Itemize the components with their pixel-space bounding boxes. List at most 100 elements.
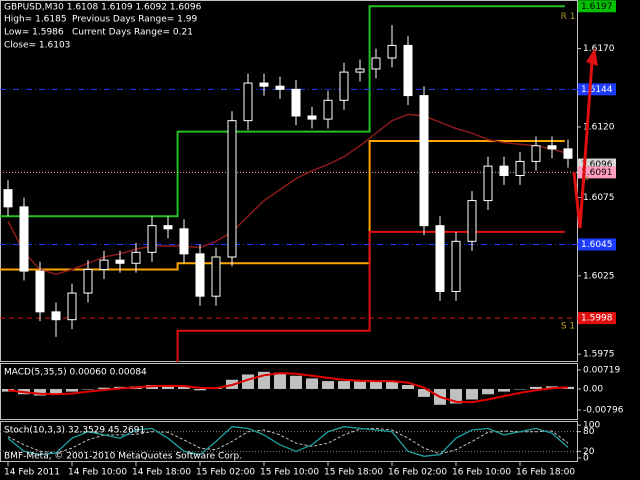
x-tick-label: 15 Feb 10:00 (260, 468, 319, 478)
y-tick-label: 20 (583, 447, 595, 457)
main-panel-frame (0, 0, 578, 362)
stoch-panel-frame (0, 421, 578, 462)
price-box (578, 238, 616, 251)
stoch-signal (7, 427, 569, 455)
candle-body (227, 120, 237, 258)
panel-candlestick (0, 5, 578, 362)
macd-bar (338, 381, 350, 389)
candle-body (211, 256, 221, 297)
candle-body (275, 85, 285, 90)
macd-bar (402, 385, 414, 389)
plot-layer: 1.6170 1.6120 1.6075 1.6025 1.5975 1.6197 1.61… (0, 0, 624, 478)
level-label: S 1 (561, 322, 575, 332)
y-tick-label: 80 (583, 427, 595, 437)
level-label: P (583, 176, 589, 186)
x-tick-label: 14 Feb 18:00 (132, 468, 191, 478)
price-box (578, 312, 616, 325)
price-box-label: 1.5998 (581, 314, 613, 324)
macd-bar (530, 386, 542, 389)
y-tick-label: 0 (583, 453, 589, 463)
macd-bar (514, 388, 526, 390)
macd-bar (66, 388, 78, 392)
candle-body (147, 225, 157, 253)
macd-bar (386, 381, 398, 389)
macd-bar (274, 372, 286, 389)
candle-body (131, 251, 141, 264)
candle-body (19, 206, 29, 272)
macd-bar (482, 388, 494, 395)
price-box (578, 83, 616, 96)
panel-stochastic (0, 426, 578, 457)
x-tick-label: 16 Feb 02:00 (388, 468, 447, 478)
macd-bar (354, 381, 366, 389)
candle-body (243, 82, 253, 122)
price-box-label: 1.6045 (581, 240, 613, 250)
candle-body (387, 44, 397, 59)
macd-bar (418, 388, 430, 397)
candle-body (563, 148, 573, 159)
candle-body (35, 270, 45, 313)
macd-bar (322, 381, 334, 389)
y-tick-label: 1.6120 (583, 122, 615, 132)
macd-bar (50, 388, 62, 395)
price-box-label: 1.6144 (581, 85, 613, 95)
candle-body (51, 311, 61, 321)
candle-body (195, 253, 205, 297)
x-tick-label: 14 Feb 2011 (4, 468, 60, 478)
candle-body (163, 225, 173, 230)
copyright: BMF-Meta, © 2001-2010 MetaQuotes Softwar… (4, 452, 242, 462)
level-label: R 1 (561, 12, 576, 22)
candle-body (99, 259, 109, 271)
macd-bar (98, 387, 110, 389)
candle-body (467, 200, 477, 242)
arrow-head (586, 48, 598, 66)
y-tick-label: -0.00796 (583, 405, 624, 415)
info-text: Close= 1.6103 (4, 41, 70, 51)
x-tick-label: 15 Feb 02:00 (196, 468, 255, 478)
macd-bar (498, 388, 510, 392)
y-tick-label: 1.6075 (583, 193, 615, 203)
candle-body (531, 145, 541, 162)
info-text: Previous Days Range= 1.99 (72, 15, 197, 25)
info-text: Current Days Range= 0.21 (72, 28, 193, 38)
x-tick-label: 16 Feb 18:00 (516, 468, 575, 478)
panel-title: MACD(5,35,5) 0.00060 0.00084 (4, 368, 147, 378)
candle-body (3, 189, 13, 208)
macd-panel-frame (0, 363, 578, 420)
stoch-main (7, 426, 569, 457)
candle-body (403, 44, 413, 97)
candle-body (371, 57, 381, 70)
pivot-line (176, 230, 565, 362)
y-tick-label: 1.5975 (583, 350, 615, 360)
candle-body (355, 68, 365, 73)
macd-bar (306, 378, 318, 389)
price-box (578, 0, 616, 13)
info-text: Low= 1.5986 (4, 28, 64, 38)
candle-body (451, 240, 461, 292)
panel-macd (2, 371, 574, 405)
candle-body (435, 225, 445, 292)
candle-body (259, 82, 269, 87)
candle-body (339, 71, 349, 101)
macd-bar (466, 388, 478, 400)
y-tick-label: 1.6170 (583, 44, 615, 54)
macd-bar (82, 388, 94, 390)
price-box-label: 1.6197 (581, 2, 613, 12)
macd-bar (178, 386, 190, 389)
candle-body (307, 115, 317, 120)
info-text: High= 1.6185 (4, 15, 67, 25)
candle-body (499, 165, 509, 177)
candle-body (67, 292, 77, 321)
panel-title: Stoch(10,3,3) 32.3529 45.2691 (4, 426, 145, 436)
price-box (578, 166, 616, 179)
macd-bar (34, 388, 46, 396)
macd-bar (290, 375, 302, 389)
candle-body (483, 165, 493, 202)
x-tick-label: 15 Feb 18:00 (324, 468, 383, 478)
candle-body (547, 145, 557, 150)
macd-bar (2, 388, 14, 392)
x-tick-label: 16 Feb 10:00 (452, 468, 511, 478)
y-tick-label: 0.00 (583, 384, 603, 394)
